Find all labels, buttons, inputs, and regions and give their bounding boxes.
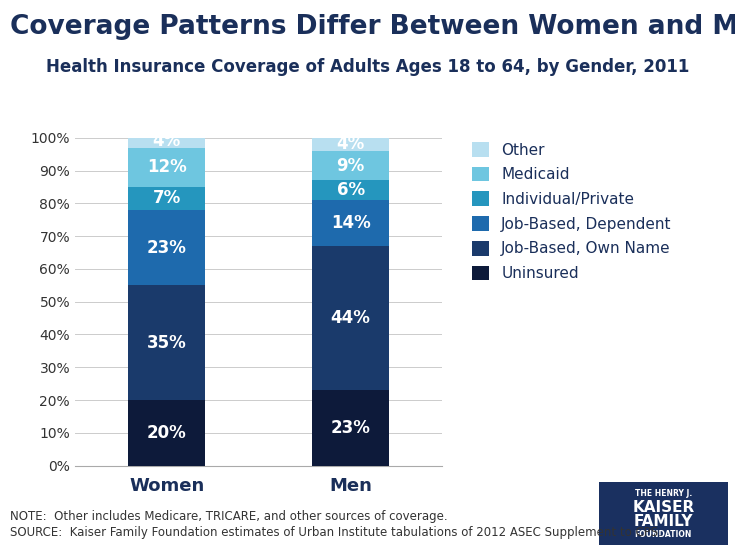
Bar	[312, 246, 390, 390]
Bar	[128, 148, 205, 187]
Text: Coverage Patterns Differ Between Women and Men: Coverage Patterns Differ Between Women a…	[10, 14, 735, 40]
Text: 44%: 44%	[331, 309, 370, 327]
Text: NOTE:  Other includes Medicare, TRICARE, and other sources of coverage.: NOTE: Other includes Medicare, TRICARE, …	[10, 510, 447, 523]
Text: Health Insurance Coverage of Adults Ages 18 to 64, by Gender, 2011: Health Insurance Coverage of Adults Ages…	[46, 58, 689, 76]
Text: 12%: 12%	[147, 158, 187, 176]
Text: 4%: 4%	[337, 136, 365, 153]
Bar	[312, 138, 390, 151]
Text: KAISER: KAISER	[632, 500, 695, 515]
Text: 4%: 4%	[153, 132, 181, 150]
Text: 7%: 7%	[153, 190, 181, 207]
Text: 6%: 6%	[337, 181, 365, 199]
Bar	[312, 390, 390, 466]
Text: FOUNDATION: FOUNDATION	[634, 530, 692, 539]
Text: SOURCE:  Kaiser Family Foundation estimates of Urban Institute tabulations of 20: SOURCE: Kaiser Family Foundation estimat…	[10, 526, 662, 539]
Bar	[312, 180, 390, 200]
Text: 14%: 14%	[331, 214, 370, 232]
Text: 20%: 20%	[147, 424, 187, 442]
Legend: Other, Medicaid, Individual/Private, Job-Based, Dependent, Job-Based, Own Name, : Other, Medicaid, Individual/Private, Job…	[472, 142, 672, 281]
Bar	[128, 187, 205, 210]
Bar	[128, 285, 205, 400]
Text: 23%: 23%	[147, 239, 187, 257]
Bar	[128, 210, 205, 285]
Bar	[312, 200, 390, 246]
Text: 23%: 23%	[331, 419, 370, 437]
Text: THE HENRY J.: THE HENRY J.	[635, 489, 692, 498]
Bar	[128, 400, 205, 466]
Text: 9%: 9%	[337, 156, 365, 175]
Text: 35%: 35%	[147, 334, 187, 352]
Bar	[128, 134, 205, 148]
Text: FAMILY: FAMILY	[634, 514, 693, 529]
Bar	[312, 151, 390, 180]
